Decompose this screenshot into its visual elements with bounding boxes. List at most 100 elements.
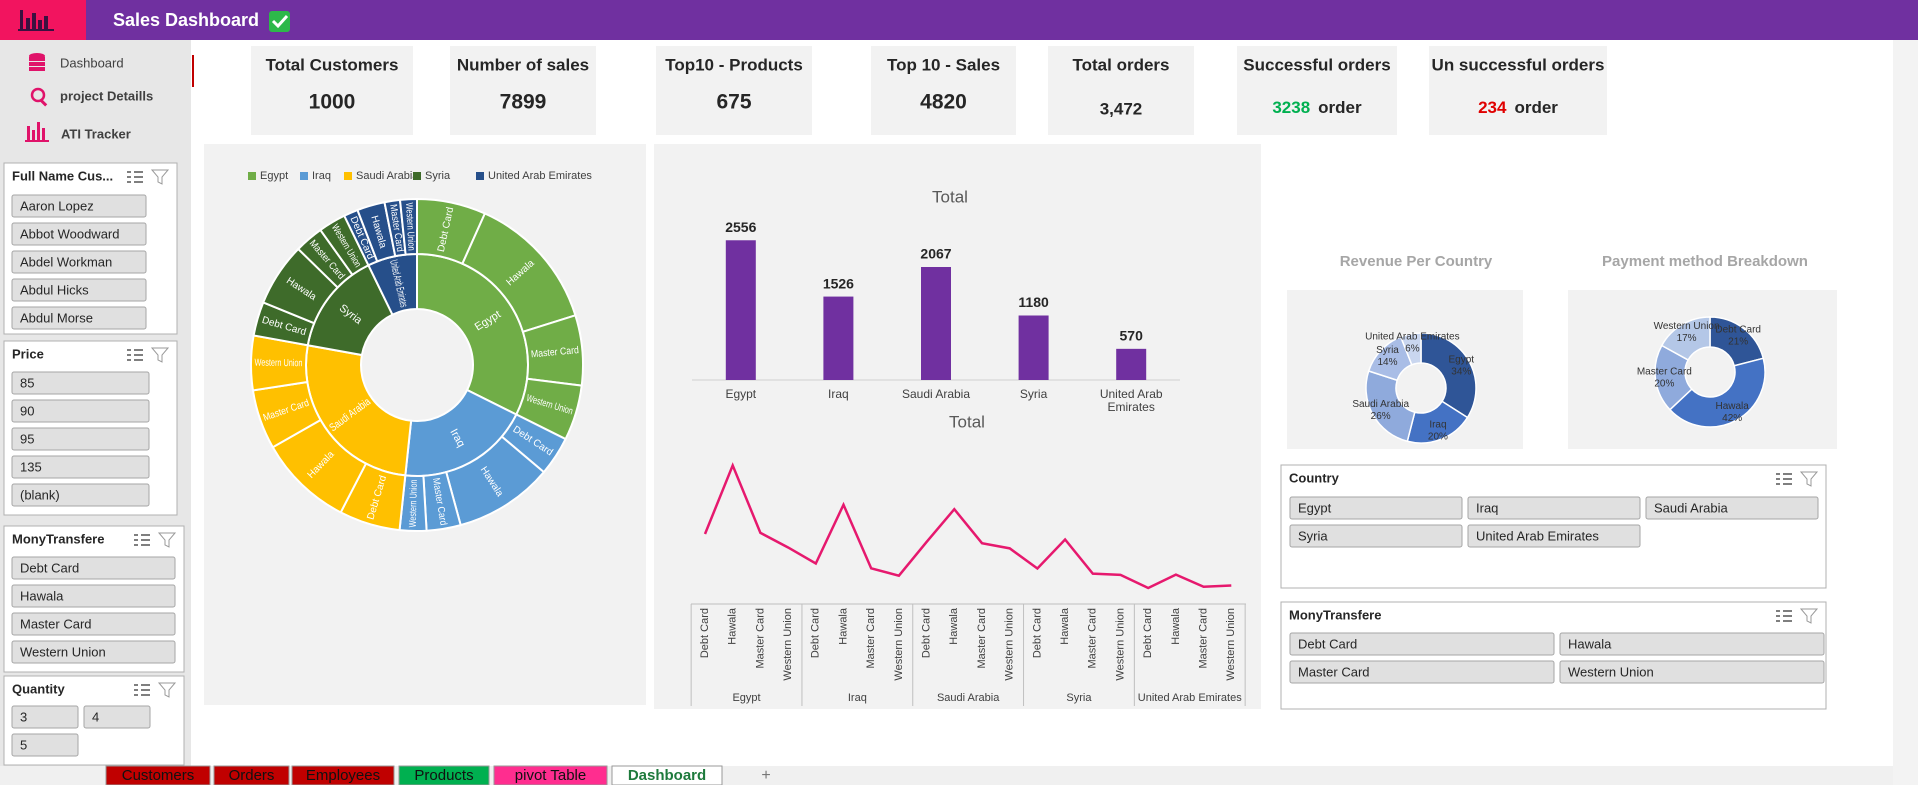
bar <box>1018 315 1049 380</box>
bar-value-label: 2067 <box>920 246 951 262</box>
donut-segment <box>1365 370 1416 443</box>
slicer-item[interactable] <box>11 427 150 451</box>
multi-select-icon[interactable] <box>127 349 143 361</box>
slicer-item-label: 4 <box>92 709 99 724</box>
x-tick-label-box: Syria <box>1020 388 1047 401</box>
sheet-tab-label: Customers <box>122 767 195 784</box>
slicer-item-label: Syria <box>1298 528 1328 543</box>
chart-title: Revenue Per Country <box>1340 253 1493 270</box>
x-tick-label-box: United Arab Emirates <box>1100 388 1163 414</box>
kpi-label: Total Customers <box>266 55 399 74</box>
slicer-item-label: 3 <box>20 709 27 724</box>
legend-swatch <box>248 172 256 180</box>
slicer-item[interactable] <box>11 278 147 302</box>
slicer-item[interactable] <box>1289 632 1555 656</box>
donut-category-label: Western Union <box>1654 321 1720 332</box>
legend-label: Saudi Arabia <box>356 170 419 182</box>
slicer-item[interactable] <box>1289 524 1463 548</box>
clear-filter-icon[interactable] <box>157 532 177 548</box>
slicer-item[interactable] <box>11 584 176 608</box>
slicer-item[interactable] <box>11 371 150 395</box>
nav-item[interactable]: Dashboard <box>60 55 124 70</box>
clear-filter-icon[interactable] <box>1799 608 1819 624</box>
slicer-item-label: 85 <box>20 375 34 390</box>
nav-item[interactable]: project Detaills <box>60 88 153 103</box>
slicer-item[interactable] <box>11 556 176 580</box>
clear-filter-icon[interactable] <box>157 682 177 698</box>
slicer-item-label: 90 <box>20 403 34 418</box>
kpi-label: Number of sales <box>457 55 589 74</box>
donut-category-label: Syria <box>1376 345 1399 356</box>
slicer-item[interactable] <box>1467 496 1641 520</box>
donut-value-label: 21% <box>1728 336 1748 347</box>
bar <box>725 240 756 380</box>
slicer-item[interactable] <box>11 222 147 246</box>
slicer-item[interactable] <box>1289 660 1555 684</box>
multi-select-icon[interactable] <box>134 534 150 546</box>
slicer-item[interactable] <box>1559 660 1825 684</box>
nav-item[interactable]: ATI Tracker <box>61 126 131 141</box>
line <box>703 462 1232 590</box>
slicer-item-label: Debt Card <box>1298 636 1357 651</box>
x-group-label: Egypt <box>732 692 760 704</box>
clear-filter-icon[interactable] <box>150 169 170 185</box>
clear-filter-icon[interactable] <box>150 347 170 363</box>
multi-select-icon[interactable] <box>134 684 150 696</box>
x-tick-label: Debt Card <box>921 608 933 658</box>
slicer-item-label: Aaron Lopez <box>20 198 94 213</box>
x-tick-label: Western Union <box>782 608 794 681</box>
slicer <box>3 162 178 335</box>
slicer-item[interactable] <box>11 640 176 664</box>
x-tick-label: Iraq <box>828 388 849 401</box>
slicer-item[interactable] <box>1289 496 1463 520</box>
slicer-item-label: Western Union <box>20 644 106 659</box>
slicer-item[interactable] <box>11 455 150 479</box>
slicer-item[interactable] <box>1559 632 1825 656</box>
multi-select-icon[interactable] <box>127 171 143 183</box>
sheet-tab[interactable] <box>105 765 211 785</box>
slicer-item[interactable] <box>83 705 151 729</box>
scrollbar <box>1893 40 1918 785</box>
sheet-tab-label: Employees <box>306 767 380 784</box>
bar-value-label: 2556 <box>725 219 756 235</box>
slicer-item[interactable] <box>1467 524 1641 548</box>
slicer-title: Country <box>1289 470 1340 485</box>
slicer-item[interactable] <box>11 399 150 423</box>
kpi-value: 3,472 <box>1100 99 1143 118</box>
donut-category-label: Debt Card <box>1715 324 1761 335</box>
legend-label: Iraq <box>312 170 331 182</box>
donut-value-label: 14% <box>1377 357 1397 368</box>
slicer-item[interactable] <box>11 733 79 757</box>
header-title: Sales Dashboard <box>113 10 259 30</box>
slicer-item[interactable] <box>11 705 79 729</box>
slicer-item[interactable] <box>11 250 147 274</box>
x-tick-label: Western Union <box>1004 608 1016 681</box>
sheet-tab[interactable] <box>398 765 490 785</box>
slicer-item-label: Iraq <box>1476 500 1498 515</box>
donut-value-label: 17% <box>1677 333 1697 344</box>
slicer-item[interactable] <box>11 306 147 330</box>
donut-value-label: 20% <box>1428 431 1448 442</box>
x-tick-label: Debt Card <box>810 608 822 658</box>
add-sheet[interactable]: + <box>761 767 770 784</box>
sheet-tab[interactable] <box>611 765 723 785</box>
clear-filter-icon[interactable] <box>1799 471 1819 487</box>
kpi-label: Total orders <box>1073 55 1170 74</box>
x-group-label: Saudi Arabia <box>937 692 1000 704</box>
slicer-item-label: 95 <box>20 431 34 446</box>
multi-select-icon[interactable] <box>1776 473 1792 485</box>
sheet-tab[interactable] <box>493 765 608 785</box>
slicer-item[interactable] <box>11 194 147 218</box>
sheet-tab[interactable] <box>291 765 395 785</box>
multi-select-icon[interactable] <box>1776 610 1792 622</box>
slicer-item[interactable] <box>11 483 150 507</box>
x-tick-label: Hawala <box>948 607 960 645</box>
slicer-item[interactable] <box>11 612 176 636</box>
kpi-label: Top 10 - Sales <box>887 55 1000 74</box>
header-bar <box>0 0 1918 40</box>
sheet-tab[interactable] <box>213 765 290 785</box>
slicer-item-label: Western Union <box>1568 664 1654 679</box>
slicer-item[interactable] <box>1645 496 1819 520</box>
x-tick-label: Western Union <box>1114 608 1126 681</box>
slicer-item-label: 5 <box>20 737 27 752</box>
